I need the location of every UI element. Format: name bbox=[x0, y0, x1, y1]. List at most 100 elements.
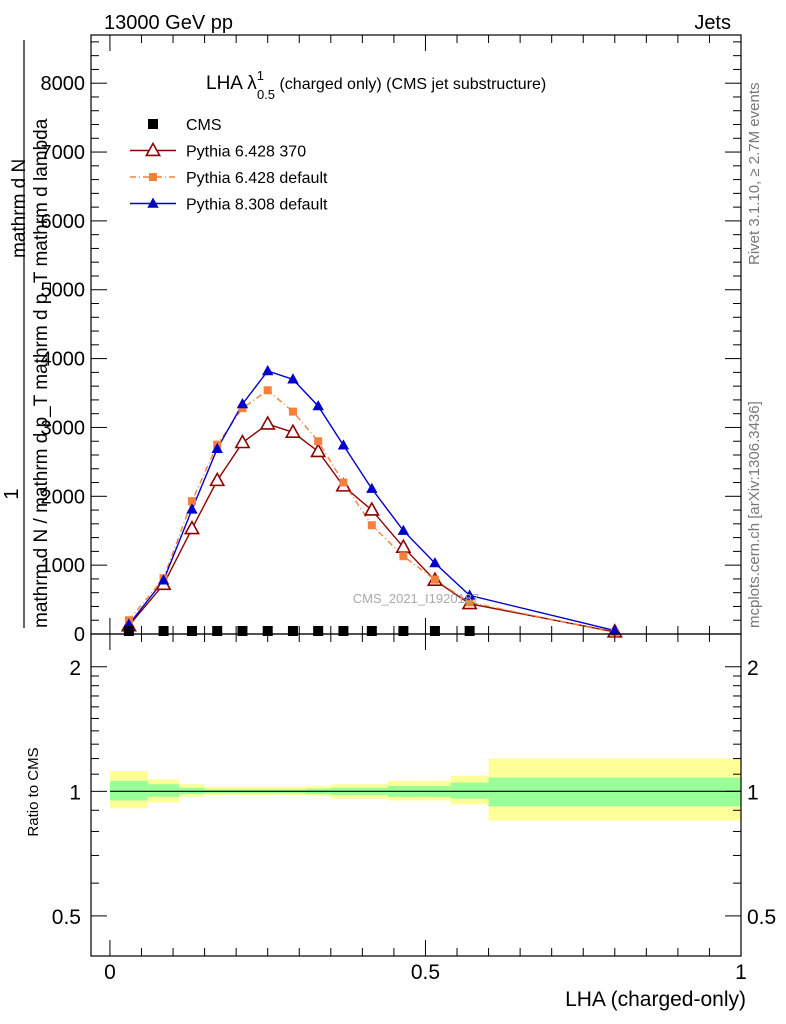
ratio-y-label: Ratio to CMS bbox=[25, 747, 42, 836]
series-point bbox=[263, 386, 272, 395]
series-point bbox=[209, 471, 226, 487]
y-label-numerator: mathrm d N bbox=[9, 159, 30, 258]
series-point bbox=[314, 437, 323, 446]
series-point bbox=[367, 521, 376, 530]
main-y-tick-label: 1000 bbox=[41, 555, 86, 577]
cms-data-point bbox=[186, 626, 197, 636]
series-point bbox=[288, 407, 297, 416]
cms-data-point bbox=[212, 626, 223, 636]
series-point bbox=[399, 552, 408, 561]
legend-marker bbox=[147, 197, 159, 208]
series-point bbox=[429, 557, 441, 568]
series-point bbox=[259, 415, 276, 430]
legend-entry: Pythia 6.428 default bbox=[186, 170, 328, 187]
series-point bbox=[187, 497, 196, 506]
cms-data-point bbox=[123, 626, 134, 636]
series-point bbox=[312, 400, 324, 411]
series-point bbox=[234, 433, 251, 449]
analysis-watermark: CMS_2021_I1920187 bbox=[353, 591, 480, 606]
title-rest: (charged only) (CMS jet substructure) bbox=[275, 76, 546, 93]
series-line bbox=[128, 370, 615, 632]
main-y-tick-label: 6000 bbox=[41, 211, 86, 233]
ratio-panel bbox=[90, 633, 742, 957]
cms-data-point bbox=[158, 626, 169, 636]
mcplots-label: mcplots.cern.ch [arXiv:1306.3436] bbox=[746, 401, 763, 628]
cms-data-point bbox=[287, 626, 298, 636]
series-point bbox=[395, 538, 412, 553]
ratio-y-tick-label-right: 2 bbox=[747, 657, 759, 680]
series-point bbox=[397, 524, 410, 535]
ratio-band-inner bbox=[109, 780, 148, 801]
y-label-top: 1 bbox=[1, 488, 23, 499]
main-y-axis-label: 1 mathrm d N mathrm d N / mathrm d p_T m… bbox=[1, 40, 52, 628]
main-y-tick-label: 8000 bbox=[41, 73, 86, 95]
series-point bbox=[261, 364, 274, 376]
legend-marker bbox=[144, 141, 162, 157]
series-point bbox=[339, 478, 348, 487]
legend: CMS Pythia 6.428 370 Pythia 6.428 default P… bbox=[130, 117, 328, 214]
title-main: LHA λ bbox=[206, 73, 257, 94]
series-point bbox=[463, 589, 476, 600]
main-y-tick-label: 7000 bbox=[41, 142, 86, 164]
legend-entry: Pythia 8.308 default bbox=[186, 197, 328, 214]
series-point bbox=[287, 373, 299, 384]
series-point bbox=[186, 503, 198, 514]
series-point bbox=[183, 520, 200, 535]
x-tick-label: 1 bbox=[735, 961, 747, 984]
ratio-y-tick-label-left: 2 bbox=[69, 657, 81, 680]
x-axis-label: LHA (charged-only) bbox=[565, 988, 746, 1011]
ratio-axis-ticks bbox=[91, 634, 742, 956]
cms-data-point bbox=[262, 626, 273, 636]
series-point bbox=[430, 575, 439, 584]
process-label: Jets bbox=[694, 12, 731, 34]
energy-label: 13000 GeV pp bbox=[104, 12, 233, 34]
series-line bbox=[128, 423, 615, 633]
legend-marker bbox=[149, 173, 157, 181]
x-tick-label: 0.5 bbox=[411, 961, 440, 984]
ratio-band-inner bbox=[147, 784, 180, 797]
series-point bbox=[284, 423, 301, 438]
title-sub: 0.5 bbox=[257, 87, 275, 102]
main-y-tick-label: 2000 bbox=[41, 486, 86, 508]
cms-data-point bbox=[366, 626, 377, 636]
main-y-tick-label: 0 bbox=[74, 624, 85, 646]
series-layer bbox=[120, 364, 623, 638]
series-point bbox=[310, 442, 327, 458]
series-point bbox=[211, 442, 223, 453]
ratio-y-tick-label-right: 0.5 bbox=[747, 906, 776, 929]
legend-marker bbox=[148, 119, 158, 129]
ratio-band-inner bbox=[450, 782, 489, 799]
ratio-y-tick-label-left: 1 bbox=[69, 781, 81, 804]
legend-entry: Pythia 6.428 370 bbox=[186, 144, 306, 161]
cms-data-point bbox=[338, 626, 349, 636]
y-label-denominator: mathrm d N / mathrm d p_T mathrm d p_T m… bbox=[31, 118, 52, 628]
x-tick-label: 0 bbox=[104, 961, 116, 984]
main-axis-ticks bbox=[91, 35, 742, 635]
ratio-tick-labels: 0.5 0.5 1 1 2 2 0 0.5 1 bbox=[52, 657, 776, 984]
cms-data-point bbox=[464, 626, 475, 636]
main-y-tick-label: 3000 bbox=[41, 417, 86, 439]
series-point bbox=[337, 439, 350, 450]
ratio-y-tick-label-right: 1 bbox=[747, 781, 759, 804]
main-y-tick-labels: 0 1000 2000 3000 4000 5000 6000 7000 8000 bbox=[41, 73, 86, 646]
series-point bbox=[465, 598, 474, 607]
series-point bbox=[363, 501, 380, 516]
title-sup: 1 bbox=[257, 68, 264, 83]
cms-data-point bbox=[237, 626, 248, 636]
cms-data-point bbox=[429, 626, 440, 636]
ratio-bands bbox=[109, 758, 741, 821]
legend-entry: CMS bbox=[186, 117, 222, 134]
plot-title: LHA λ1 0.5 (charged only) (CMS jet substr… bbox=[206, 68, 546, 102]
main-y-tick-label: 5000 bbox=[41, 280, 86, 302]
series-point bbox=[366, 482, 378, 493]
main-y-tick-label: 4000 bbox=[41, 349, 86, 371]
series-point bbox=[236, 398, 249, 409]
series-point bbox=[609, 624, 621, 635]
cms-data-point bbox=[398, 626, 409, 636]
ratio-y-tick-label-left: 0.5 bbox=[52, 906, 81, 929]
cms-data-point bbox=[313, 626, 324, 636]
series-point bbox=[157, 574, 170, 585]
ratio-frame bbox=[90, 633, 742, 957]
series-line bbox=[128, 389, 615, 634]
